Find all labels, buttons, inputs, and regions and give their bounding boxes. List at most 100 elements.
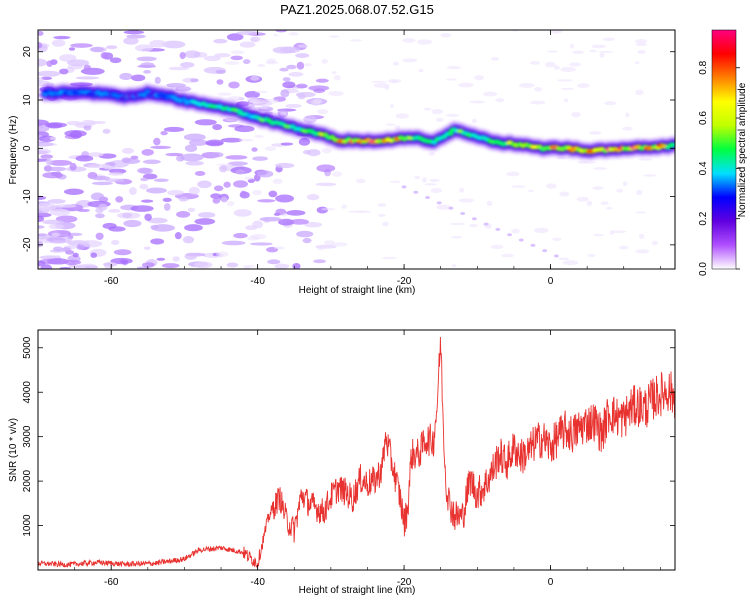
spectrogram-noise-cell	[220, 196, 228, 203]
spectrogram-noise-cell	[542, 249, 548, 253]
spectrogram-noise-cell	[53, 35, 71, 40]
spectrogram-noise-cell	[100, 51, 109, 59]
spectrogram-noise-cell	[303, 115, 317, 124]
spectrogram-noise-cell	[440, 33, 452, 38]
spectrogram-noise-cell	[289, 218, 309, 225]
spectrogram-noise-cell	[389, 104, 394, 108]
spectrogram-noise-cell	[183, 133, 206, 141]
spectrogram-noise-cell	[264, 146, 277, 151]
spectrogram-noise-cell	[44, 122, 68, 128]
spectrogram-noise-cell	[185, 160, 204, 166]
spectrogram-noise-cell	[239, 41, 256, 48]
spectrogram-noise-cell	[588, 131, 602, 135]
spectrogram-noise-cell	[240, 190, 247, 197]
spectrogram-noise-cell	[139, 183, 149, 190]
spectrogram-x-tick-label: -60	[104, 276, 119, 287]
spectrogram-noise-cell	[315, 78, 329, 83]
colorbar-gradient	[711, 29, 737, 270]
spectrogram-noise-cell	[38, 260, 46, 267]
spectrogram-noise-cell	[622, 181, 628, 187]
spectrogram-noise-cell	[257, 63, 266, 68]
spectrogram-noise-cell	[474, 74, 485, 81]
spectrogram-noise-cell	[450, 236, 463, 239]
spectrogram-noise-cell	[49, 136, 57, 140]
spectrogram-noise-cell	[102, 128, 111, 134]
spectrogram-noise-cell	[230, 50, 245, 55]
spectrogram-noise-cell	[528, 189, 534, 193]
spectrogram-noise-cell	[445, 113, 460, 117]
spectrogram-noise-cell	[507, 233, 513, 237]
spectrogram-noise-cell	[295, 91, 316, 98]
spectrogram-noise-cell	[402, 38, 416, 43]
spectrogram-noise-cell	[583, 161, 596, 164]
spectrogram-noise-cell	[75, 155, 94, 162]
spectrogram-noise-cell	[495, 227, 501, 231]
spectrogram-noise-cell	[592, 186, 604, 190]
spectrogram-noise-cell	[136, 56, 157, 62]
spectrogram-noise-cell	[142, 159, 161, 164]
spectrogram-noise-cell	[611, 230, 627, 233]
spectrogram-noise-cell	[446, 66, 462, 70]
spectrogram-noise-cell	[77, 208, 90, 213]
spectrogram-noise-cell	[549, 30, 563, 34]
colorbar-tick-label: 0.4	[698, 161, 709, 175]
spectrogram-noise-cell	[141, 199, 154, 203]
spectrogram-noise-cell	[251, 147, 258, 152]
spectrogram-noise-cell	[303, 63, 312, 67]
spectrogram-noise-cell	[228, 81, 240, 89]
spectrogram-noise-cell	[38, 58, 48, 67]
spectrogram-noise-cell	[48, 159, 72, 166]
snr-y-tick-label: 4000	[22, 381, 33, 404]
spectrogram-noise-cell	[87, 152, 104, 157]
spectrogram-noise-cell	[303, 221, 323, 228]
spectrogram-noise-cell	[635, 249, 650, 254]
spectrogram-noise-cell	[600, 201, 609, 205]
spectrogram-noise-cell	[637, 49, 646, 55]
spectrogram-y-tick-label: -10	[22, 189, 33, 204]
colorbar-ticks: 0.0 0.2 0.4 0.6 0.8	[698, 60, 740, 276]
spectrogram-noise-cell	[448, 206, 454, 210]
spectrogram-noise-cell	[288, 72, 304, 77]
spectrogram-noise-cell	[418, 68, 424, 73]
spectrogram-noise-cell	[105, 178, 125, 183]
spectrogram-noise-cell	[151, 224, 175, 232]
spectrogram-noise-cell	[163, 203, 171, 211]
spectrogram-noise-cell	[244, 90, 260, 99]
spectrogram-noise-cell	[233, 209, 252, 217]
spectrogram-noise-cell	[458, 187, 465, 193]
spectrogram-noise-cell	[47, 199, 66, 204]
spectrogram-noise-cell	[570, 43, 575, 49]
spectrogram-noise-cell	[272, 46, 296, 54]
spectrogram-noise-cell	[625, 112, 630, 118]
spectrogram-noise-cell	[111, 239, 120, 245]
spectrogram-noise-cell	[165, 152, 184, 157]
snr-frame	[37, 329, 676, 571]
spectrogram-noise-cell	[280, 89, 290, 98]
spectrogram-noise-cell	[182, 236, 195, 244]
spectrogram-noise-cell	[83, 64, 92, 71]
spectrogram-noise-cell	[275, 194, 295, 203]
spectrogram-noise-cell	[180, 62, 195, 68]
snr-y-tick-label: 3000	[22, 425, 33, 448]
spectrogram-noise-cell	[286, 209, 306, 216]
spectrogram-noise-cell	[197, 211, 216, 218]
spectrogram-noise-cell	[216, 163, 232, 166]
spectrogram-noise-cell	[143, 246, 151, 250]
spectrogram-noise-cell	[435, 117, 444, 123]
spectrogram-noise-cell	[377, 203, 387, 207]
spectrogram-noise-cell	[72, 252, 79, 258]
spectrogram-noise-cell	[482, 91, 498, 97]
spectrogram-noise-cell	[428, 151, 435, 156]
spectrogram-noise-cell	[384, 86, 390, 90]
spectrogram-noise-cell	[230, 55, 243, 61]
spectrogram-noise-cell	[593, 233, 605, 237]
spectrogram-noise-cell	[413, 190, 419, 194]
spectrogram-noise-cell	[217, 92, 232, 96]
spectrogram-noise-cell	[254, 135, 265, 138]
ridge-cell	[447, 130, 454, 136]
spectrogram-noise-cell	[469, 224, 478, 228]
spectrogram-noise-cell	[553, 65, 560, 70]
spectrogram-noise-cell	[184, 50, 201, 59]
spectrogram-noise-cell	[382, 256, 397, 260]
